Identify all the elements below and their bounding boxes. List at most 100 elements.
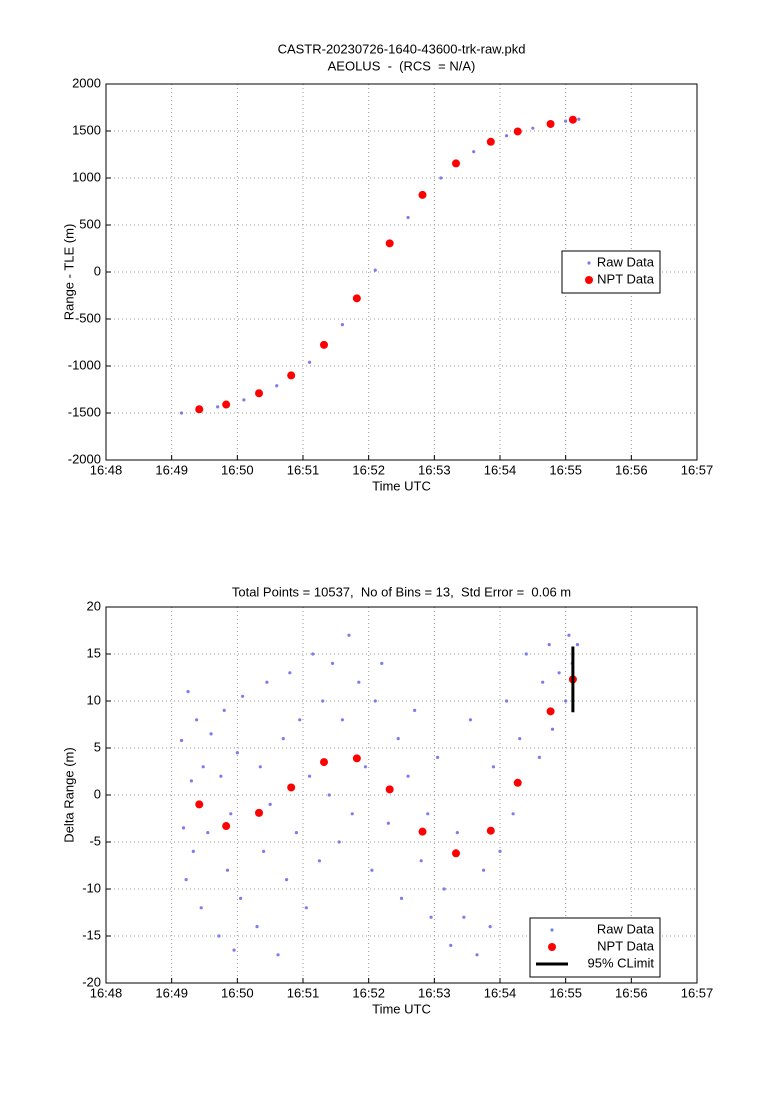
x-tick-label: 16:49 (155, 462, 188, 477)
x-tick-label: 16:56 (615, 462, 648, 477)
y-tick-label: 15 (87, 645, 101, 660)
npt-point (513, 127, 522, 136)
npt-point (385, 239, 394, 248)
npt-point (546, 119, 555, 128)
x-tick-label: 16:48 (90, 462, 123, 477)
npt-point (486, 826, 495, 835)
y-tick-label: 1000 (72, 169, 101, 184)
raw-point (340, 718, 344, 722)
chart-subtitle: AEOLUS - (RCS = N/A) (328, 58, 476, 73)
x-tick-label: 16:50 (221, 462, 254, 477)
y-tick-label: 0 (94, 263, 101, 278)
x-axis-label: Time UTC (372, 1001, 431, 1016)
raw-point (419, 859, 423, 863)
raw-point (294, 831, 299, 835)
chart-title: CASTR-20230726-1640-43600-trk-raw.pkd (278, 41, 526, 56)
raw-point (575, 643, 580, 647)
raw-point (337, 840, 341, 844)
raw-point (468, 718, 473, 722)
legend: Raw Data NPT Data 95% CLimit (529, 917, 661, 978)
x-tick-label: 16:57 (681, 985, 714, 1000)
raw-point (455, 831, 459, 835)
raw-point (307, 360, 312, 364)
raw-point (547, 643, 551, 647)
axes-box (105, 606, 698, 984)
raw-point (225, 868, 230, 872)
raw-point (229, 812, 233, 816)
npt-point (195, 800, 204, 809)
x-tick-label: 16:54 (484, 462, 517, 477)
raw-point (504, 134, 509, 138)
raw-point (317, 859, 322, 863)
raw-point (340, 323, 344, 327)
x-tick-label: 16:51 (287, 985, 320, 1000)
subplot: 16:48 16:49 16:50 16:51 16:52 16:53 16:54 16:55… (61, 584, 713, 1016)
raw-point (406, 774, 410, 778)
legend-box (561, 250, 661, 294)
legend-swatch (548, 943, 556, 951)
y-tick-label: 20 (87, 598, 101, 613)
raw-point (380, 661, 384, 666)
raw-point (462, 915, 466, 919)
npt-point (452, 849, 461, 858)
y-tick-label: -1000 (68, 357, 101, 372)
raw-point (399, 896, 404, 901)
npt-point (222, 400, 231, 409)
y-tick-label: -15 (82, 927, 101, 942)
raw-point (304, 906, 308, 910)
raw-point (481, 868, 486, 872)
raw-point (429, 915, 433, 919)
x-tick-label: 16:55 (549, 985, 582, 1000)
raw-point (439, 176, 443, 180)
raw-point (511, 812, 515, 816)
raw-point (184, 878, 188, 882)
raw-point (413, 708, 417, 713)
raw-point (181, 826, 186, 830)
legend-swatch (587, 261, 591, 265)
raw-point (350, 812, 354, 816)
raw-point (255, 925, 259, 929)
raw-point (330, 661, 335, 666)
npt-point (452, 159, 461, 168)
y-axis-label: Delta Range (m) (61, 747, 76, 842)
npt-point (486, 137, 495, 146)
raw-point (564, 699, 568, 703)
x-tick-label: 16:55 (549, 462, 582, 477)
raw-point (186, 690, 190, 694)
chart-title: Total Points = 10537, No of Bins = 13, S… (232, 584, 571, 599)
raw-point (567, 633, 571, 637)
raw-point (307, 774, 312, 778)
x-axis-label: Time UTC (372, 478, 431, 493)
raw-point (209, 732, 213, 736)
legend-label: Raw Data (597, 921, 655, 936)
y-tick-label: 500 (79, 216, 101, 231)
raw-point (179, 738, 184, 743)
npt-point (222, 822, 231, 831)
raw-point (363, 765, 367, 769)
raw-point (262, 849, 266, 854)
npt-point (385, 785, 394, 794)
raw-point (268, 802, 272, 807)
raw-point (240, 694, 245, 698)
x-tick-label: 16:52 (352, 462, 385, 477)
x-tick-label: 16:57 (681, 462, 714, 477)
raw-point (235, 751, 239, 755)
raw-point (242, 398, 246, 402)
npt-point (568, 115, 577, 124)
raw-point (219, 774, 223, 778)
npt-point (287, 783, 296, 792)
raw-point (436, 755, 440, 760)
raw-point (276, 953, 280, 957)
axes-box (105, 83, 698, 461)
legend-swatch (550, 928, 554, 932)
npt-point (195, 405, 204, 414)
x-tick-label: 16:52 (352, 985, 385, 1000)
raw-point (232, 948, 236, 952)
y-tick-label: -1500 (68, 404, 101, 419)
raw-point (442, 887, 446, 891)
legend-label: NPT Data (597, 271, 655, 286)
raw-point (488, 925, 492, 929)
raw-point (472, 150, 476, 154)
